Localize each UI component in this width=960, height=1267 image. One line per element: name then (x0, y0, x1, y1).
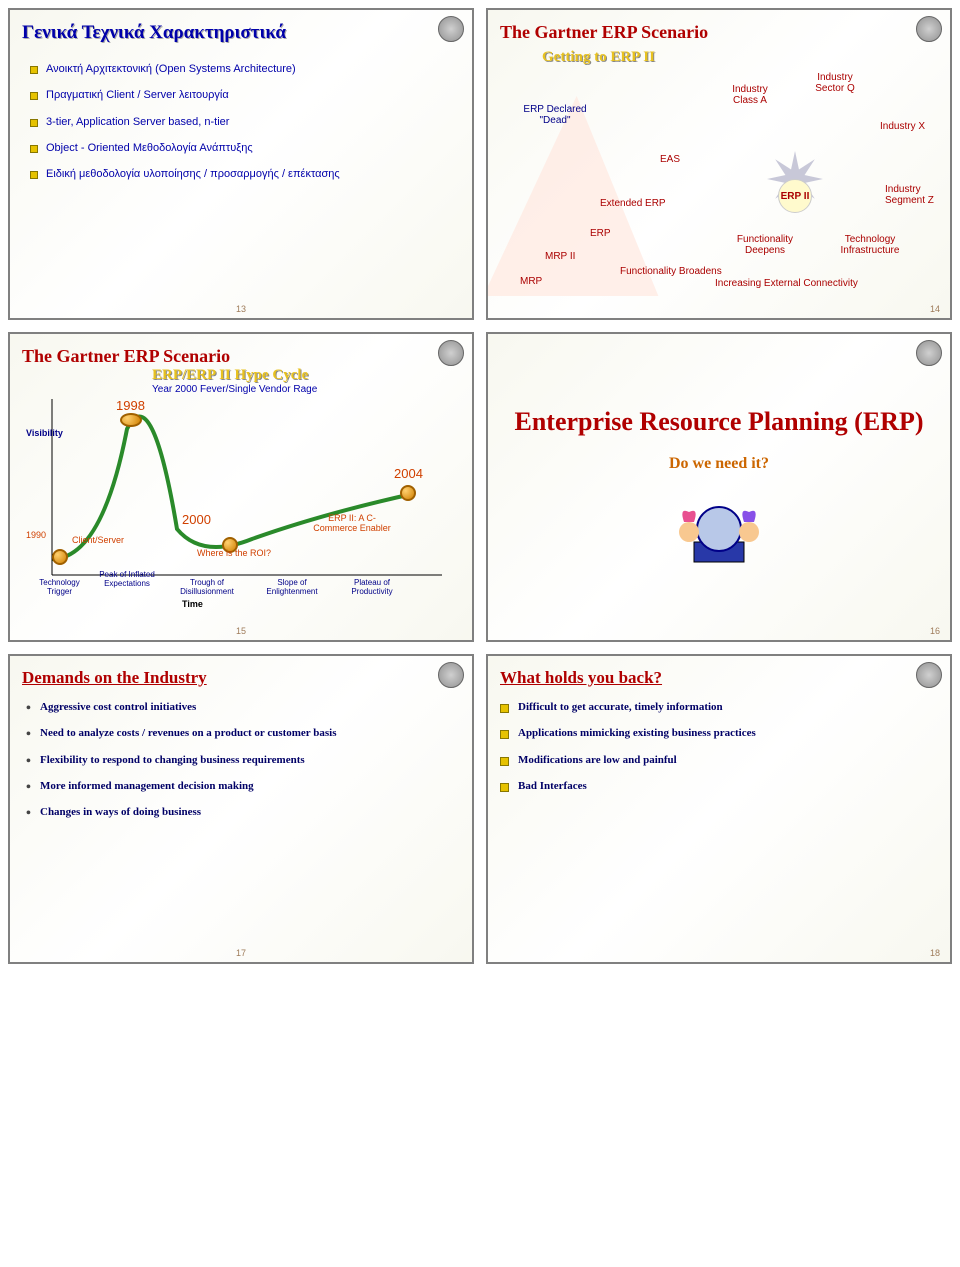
lbl-eas: EAS (660, 154, 680, 165)
slide-17: Demands on the Industry Aggressive cost … (8, 654, 474, 964)
hype-cycle-chart: Visibility 1990 1998 2000 2004 Client/Se… (22, 399, 460, 599)
slide-15: The Gartner ERP Scenario ERP/ERP II Hype… (8, 332, 474, 642)
slide-13: Γενικά Τεχνικά Χαρακτηριστικά Ανοικτή Αρ… (8, 8, 474, 320)
pt-1998 (120, 413, 142, 427)
list-item: Flexibility to respond to changing busin… (22, 753, 460, 767)
list-item: Πραγματική Client / Server λειτουργία (30, 88, 460, 102)
lbl-erp: ERP (590, 228, 611, 239)
slide16-title: Enterprise Resource Planning (ERP) (515, 407, 924, 437)
lbl-ext: Extended ERP (600, 198, 666, 209)
list-item: Applications mimicking existing business… (500, 726, 938, 740)
list-item: More informed management decision making (22, 779, 460, 793)
lbl-1998: 1998 (116, 399, 145, 413)
lbl-enabler: ERP II: A C-Commerce Enabler (312, 514, 392, 534)
slide18-title: What holds you back? (500, 668, 938, 688)
list-item: Ειδική μεθοδολογία υλοποίησης / προσαρμο… (30, 167, 460, 181)
axis-time: Time (182, 599, 203, 609)
lbl-mrp: MRP (520, 276, 542, 287)
lbl-indx: Industry X (880, 121, 925, 132)
slide15-fever: Year 2000 Fever/Single Vendor Rage (152, 384, 460, 395)
axis-plateau: Plateau of Productivity (342, 579, 402, 597)
slide-number: 17 (236, 948, 246, 958)
lbl-1990: 1990 (26, 531, 46, 541)
slide18-list: Difficult to get accurate, timely inform… (500, 700, 938, 793)
list-item: Aggressive cost control initiatives (22, 700, 460, 714)
list-item: Changes in ways of doing business (22, 805, 460, 819)
list-item: Difficult to get accurate, timely inform… (500, 700, 938, 714)
axis-trough: Trough of Disillusionment (172, 579, 242, 597)
slide15-title: The Gartner ERP Scenario (22, 346, 460, 367)
list-item: Ανοικτή Αρχιτεκτονική (Open Systems Arch… (30, 62, 460, 76)
slide14-title: The Gartner ERP Scenario (500, 22, 938, 43)
lbl-segz: Industry Segment Z (885, 184, 935, 206)
star-burst: ERP II (750, 151, 840, 241)
slide-14: The Gartner ERP Scenario Getting to ERP … (486, 8, 952, 320)
lbl-mrp2: MRP II (545, 251, 575, 262)
lbl-fd: Functionality Deepens (730, 234, 800, 256)
axis-peak: Peak of Inflated Expectations (97, 571, 157, 589)
axis-trigger: Technology Trigger (32, 579, 87, 597)
slide-grid: Γενικά Τεχνικά Χαρακτηριστικά Ανοικτή Αρ… (0, 0, 960, 972)
logo-icon (916, 340, 942, 366)
lbl-sectorq: Industry Sector Q (810, 72, 860, 94)
erp-diagram: ERP II ERP Declared "Dead" EAS Extended … (500, 66, 938, 306)
hype-curve (22, 399, 462, 599)
list-item: Bad Interfaces (500, 779, 938, 793)
slide14-subtitle: Getting to ERP II (542, 49, 938, 66)
slide13-title: Γενικά Τεχνικά Χαρακτηριστικά (22, 22, 460, 44)
slide-number: 18 (930, 948, 940, 958)
lbl-conn: Increasing External Connectivity (715, 278, 858, 289)
slide-number: 13 (236, 304, 246, 314)
lbl-tech: Technology Infrastructure (835, 234, 905, 256)
slide-18: What holds you back? Difficult to get ac… (486, 654, 952, 964)
slide17-list: Aggressive cost control initiatives Need… (22, 700, 460, 819)
slide13-list: Ανοικτή Αρχιτεκτονική (Open Systems Arch… (30, 62, 460, 181)
lbl-cs: Client/Server (72, 536, 124, 546)
list-item: 3-tier, Application Server based, n-tier (30, 115, 460, 129)
lbl-fb: Functionality Broadens (620, 266, 722, 277)
slide-number: 16 (930, 626, 940, 636)
erp2-center: ERP II (778, 179, 812, 213)
logo-icon (438, 340, 464, 366)
logo-icon (916, 16, 942, 42)
logo-icon (438, 16, 464, 42)
list-item: Modifications are low and painful (500, 753, 938, 767)
pt-2004 (400, 485, 416, 501)
list-item: Object - Oriented Μεθοδολογία Ανάπτυξης (30, 141, 460, 155)
lbl-visibility: Visibility (26, 429, 63, 439)
slide16-question: Do we need it? (669, 455, 769, 473)
slide17-title: Demands on the Industry (22, 668, 460, 688)
lbl-classa: Industry Class A (725, 84, 775, 106)
pt-1990 (52, 549, 68, 565)
logo-icon (438, 662, 464, 688)
slide-number: 15 (236, 626, 246, 636)
slide15-subtitle: ERP/ERP II Hype Cycle (152, 367, 460, 384)
list-item: Need to analyze costs / revenues on a pr… (22, 726, 460, 740)
logo-icon (916, 662, 942, 688)
axis-slope: Slope of Enlightenment (257, 579, 327, 597)
slide-number: 14 (930, 304, 940, 314)
slide-16: Enterprise Resource Planning (ERP) Do we… (486, 332, 952, 642)
crystal-ball-icon (664, 487, 774, 567)
lbl-2000: 2000 (182, 513, 211, 527)
lbl-roi: Where is the ROI? (197, 549, 271, 559)
lbl-2004: 2004 (394, 467, 423, 481)
lbl-dead: ERP Declared "Dead" (520, 104, 590, 126)
